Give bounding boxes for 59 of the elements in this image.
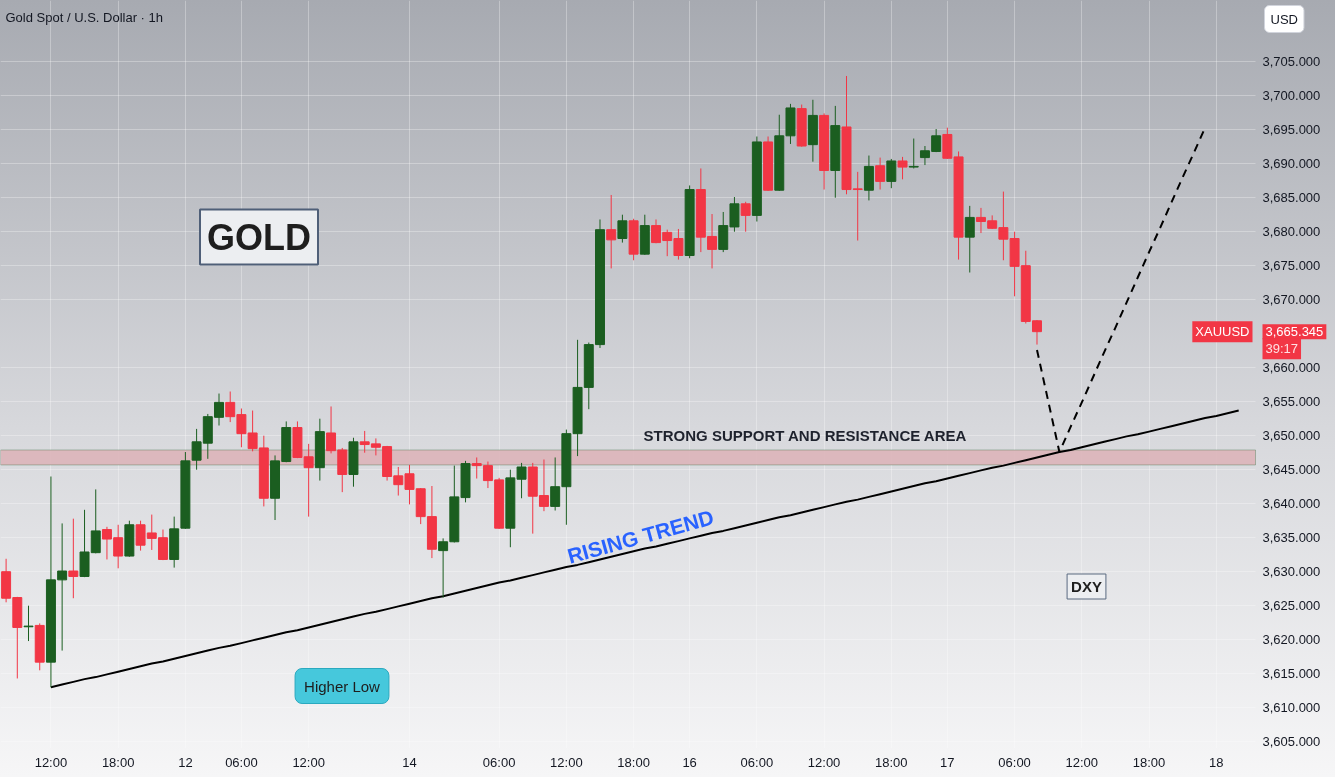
x-tick-label: 17 — [940, 754, 955, 770]
x-tick-label: 06:00 — [740, 754, 774, 770]
text: 3,665.345 — [1265, 324, 1324, 340]
y-tick-label: 3,675.000 — [1262, 258, 1321, 274]
y-tick-label: 3,685.000 — [1262, 190, 1321, 206]
candlestick — [886, 158, 897, 189]
x-tick-label: 12:00 — [807, 754, 841, 770]
y-tick-label: 3,615.000 — [1262, 666, 1321, 682]
candlestick — [606, 194, 617, 269]
y-tick-label: 3,700.000 — [1262, 88, 1321, 104]
y-tick-label: 3,640.000 — [1262, 496, 1321, 512]
annotation: XAUUSD — [1195, 324, 1250, 340]
y-tick-label: 3,655.000 — [1262, 394, 1321, 410]
y-tick-label: 3,705.000 — [1262, 54, 1321, 70]
x-tick-label: 12 — [178, 754, 193, 770]
candlestick — [740, 201, 751, 233]
x-tick-label: 14 — [402, 754, 417, 770]
text: Gold Spot / U.S. Dollar · 1h — [5, 9, 164, 25]
y-tick-label: 3,610.000 — [1262, 700, 1321, 716]
band-label: STRONG SUPPORT AND RESISTANCE AREA — [643, 426, 967, 444]
candlestick — [617, 214, 628, 244]
candlestick — [863, 155, 874, 201]
y-tick-label: 3,660.000 — [1262, 360, 1321, 376]
y-tick-label: 3,605.000 — [1262, 734, 1321, 750]
x-tick-label: 12:00 — [1065, 754, 1099, 770]
x-tick-label: 18:00 — [875, 754, 908, 770]
annotation: DXY — [1071, 578, 1102, 595]
x-tick-label: 12:00 — [292, 754, 325, 770]
candlestick — [908, 138, 919, 169]
x-tick-label: 12:00 — [550, 754, 583, 770]
y-tick-label: 3,630.000 — [1262, 564, 1321, 580]
annotation: GOLD — [207, 216, 311, 258]
y-tick-label: 3,695.000 — [1262, 122, 1321, 138]
candlestick — [964, 205, 975, 273]
candlestick — [68, 518, 79, 599]
annotation: RISING TREND — [564, 505, 717, 568]
y-tick-label: 3,680.000 — [1262, 224, 1321, 240]
candlestick — [875, 157, 886, 191]
x-tick-label: 16 — [682, 754, 697, 770]
x-tick-label: 18:00 — [101, 754, 135, 770]
y-tick-label: 3,620.000 — [1262, 632, 1321, 648]
candlestick — [897, 156, 908, 180]
y-axis-title: USD — [1270, 11, 1298, 27]
y-tick-label: 3,690.000 — [1262, 156, 1321, 172]
candlestick — [23, 605, 34, 642]
y-tick-label: 3,635.000 — [1262, 530, 1321, 546]
x-tick-label: 18 — [1209, 754, 1224, 770]
text: 39:17 — [1265, 341, 1299, 357]
x-tick-label: 06:00 — [225, 754, 258, 770]
y-tick-label: 3,650.000 — [1262, 428, 1321, 444]
y-tick-label: 3,645.000 — [1262, 462, 1321, 478]
y-tick-label: 3,625.000 — [1262, 598, 1321, 614]
x-tick-label: 18:00 — [1132, 754, 1166, 770]
x-tick-label: 18:00 — [617, 754, 650, 770]
x-tick-label: 12:00 — [34, 754, 68, 770]
x-tick-label: 06:00 — [482, 754, 516, 770]
x-tick-label: 06:00 — [998, 754, 1031, 770]
annotation: Higher Low — [304, 677, 381, 695]
y-tick-label: 3,670.000 — [1262, 292, 1321, 308]
